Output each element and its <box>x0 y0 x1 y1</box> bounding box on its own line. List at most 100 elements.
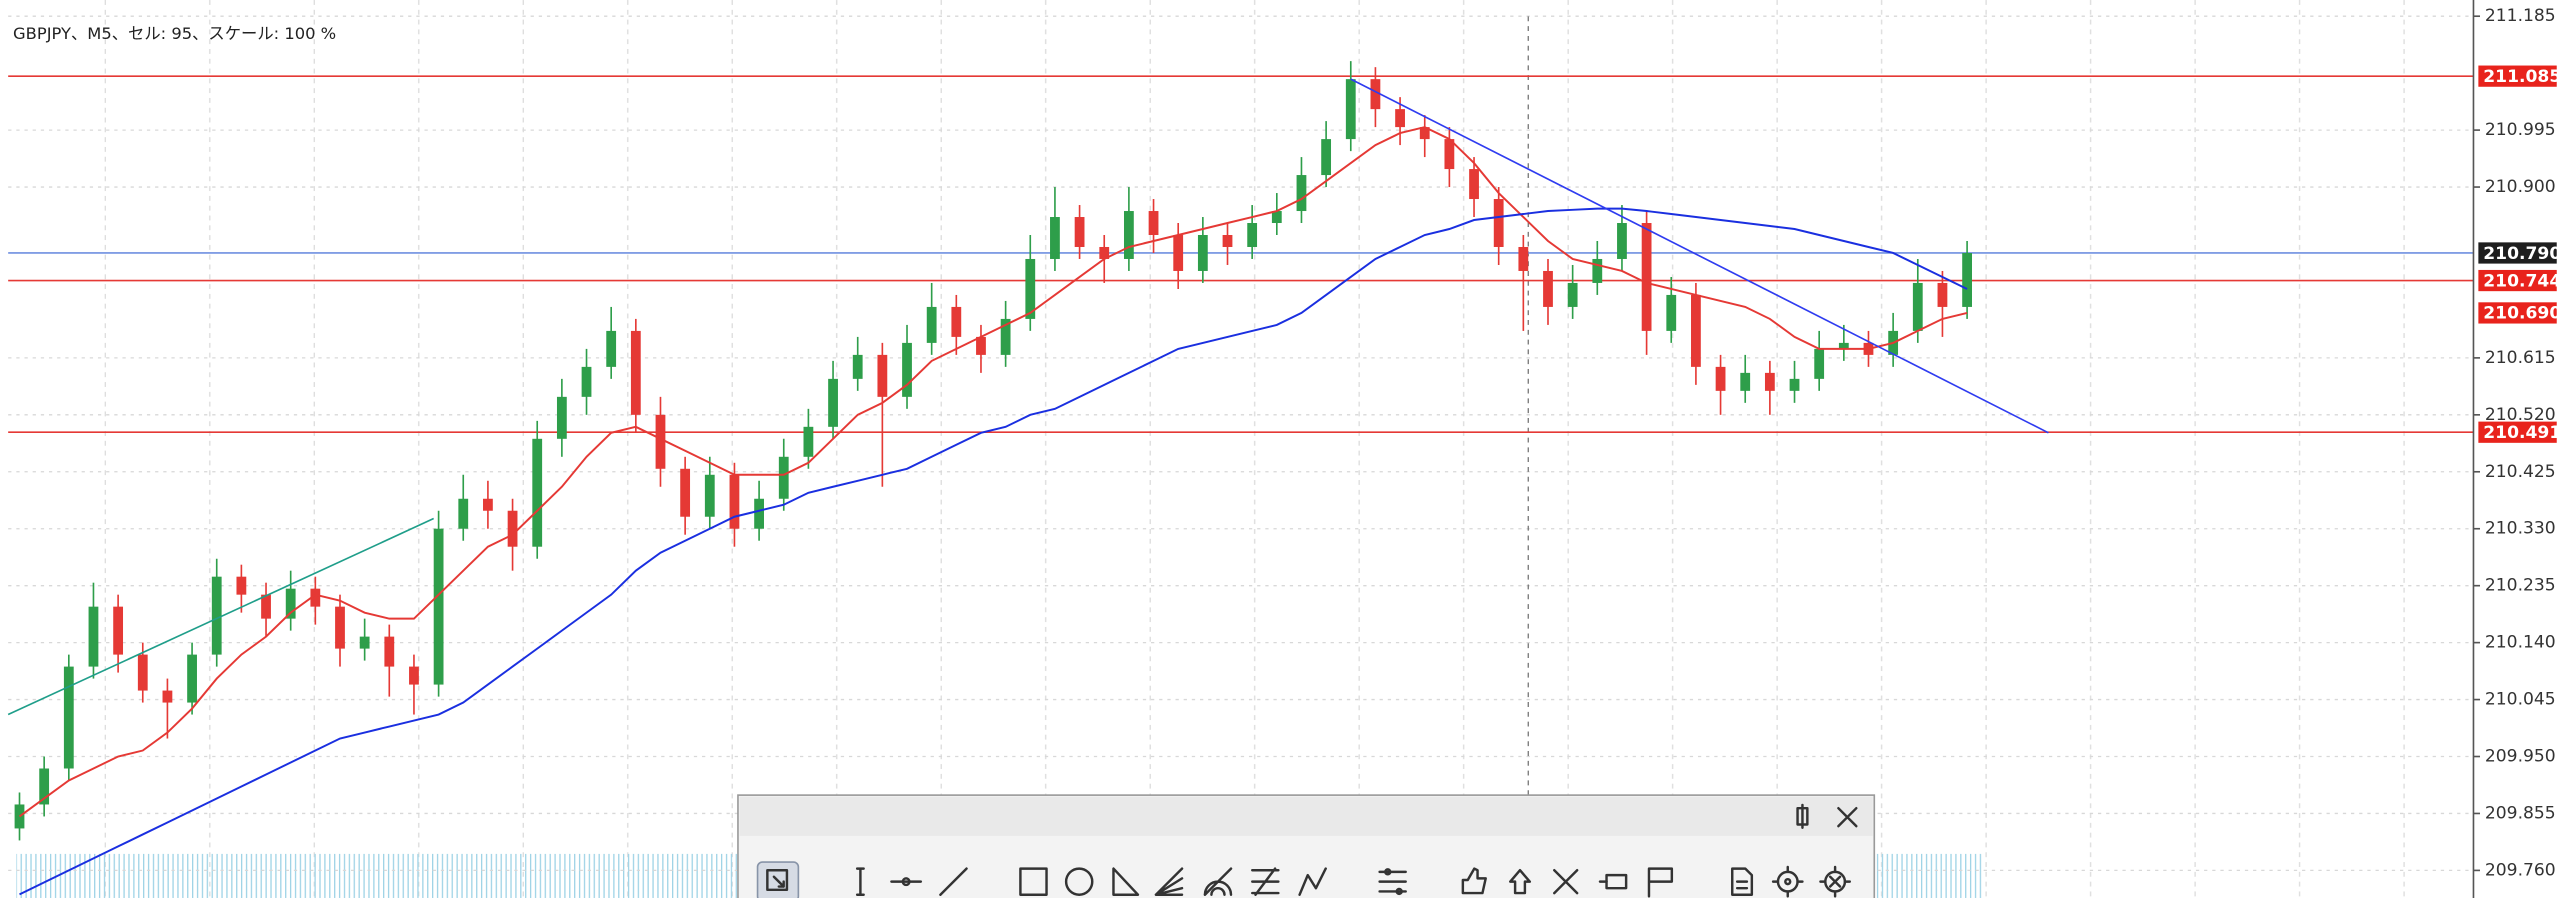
price-label-box <box>2478 242 2557 264</box>
candle-body <box>236 576 247 595</box>
tool-wave[interactable] <box>1298 867 1327 896</box>
price-label-box <box>2478 65 2557 87</box>
y-tick-label: 210.330 <box>2485 519 2556 539</box>
candle-body <box>1764 372 1775 391</box>
candle-body <box>1247 223 1258 247</box>
tool-horizontal-line[interactable] <box>890 877 923 887</box>
y-tick-label: 210.140 <box>2485 633 2556 653</box>
price-label: 210.744 <box>2483 271 2560 291</box>
tool-flag[interactable] <box>1647 867 1674 898</box>
tool-settings[interactable] <box>1378 868 1407 896</box>
tool-fan[interactable] <box>1154 867 1184 896</box>
y-tick-label: 210.235 <box>2485 576 2556 596</box>
candle-body <box>1197 235 1208 271</box>
y-tick-label: 209.950 <box>2485 747 2556 767</box>
candle-body <box>704 474 715 517</box>
candle-body <box>1518 246 1529 271</box>
candle-body <box>1370 79 1381 110</box>
candle-body <box>1740 372 1751 391</box>
candle-body <box>1123 211 1134 259</box>
tool-triangle[interactable] <box>1112 867 1140 896</box>
candle-body <box>630 330 641 415</box>
candle-body <box>433 528 444 685</box>
candle-body <box>162 690 173 703</box>
candle-body <box>1543 270 1553 307</box>
candle-body <box>285 588 296 619</box>
tool-target[interactable] <box>1771 865 1804 898</box>
price-label: 210.491 <box>2483 423 2560 443</box>
y-tick-label: 209.760 <box>2485 860 2556 880</box>
candle-body <box>1912 282 1923 331</box>
price-label: 211.085 <box>2483 67 2560 87</box>
y-tick-label: 210.995 <box>2485 120 2556 140</box>
tool-fibonacci[interactable] <box>1251 867 1280 896</box>
vertical-grid <box>8 0 2474 898</box>
candle-body <box>655 414 666 469</box>
candle-body <box>88 606 99 667</box>
candle-body <box>384 636 395 667</box>
candle-body <box>729 474 740 529</box>
chart-header: GBPJPY、M5、セル: 95、スケール: 100 % <box>13 24 336 43</box>
candle-body <box>335 606 345 649</box>
candle-body <box>1814 348 1825 379</box>
tool-thumb[interactable] <box>1461 867 1487 895</box>
price-label-box <box>2478 269 2557 292</box>
candle-body <box>1715 366 1726 391</box>
candle-body <box>1271 211 1282 224</box>
trend-line <box>7 517 435 716</box>
candle-body <box>532 438 543 547</box>
candle-body <box>1025 258 1036 319</box>
toolbar-pin[interactable] <box>1796 803 1809 829</box>
candle-body <box>310 588 321 607</box>
tool-rectangle[interactable] <box>1019 867 1048 896</box>
tool-arrow-up[interactable] <box>1508 869 1532 895</box>
candle-body <box>1962 252 1972 307</box>
tool-arc[interactable] <box>1203 867 1233 896</box>
candle-body <box>1617 223 1627 259</box>
candle-body <box>1789 378 1800 391</box>
moving-average <box>19 207 1968 896</box>
candle-body <box>1345 79 1356 140</box>
y-tick-label: 210.900 <box>2485 177 2556 197</box>
candle-body <box>581 366 592 397</box>
tool-vertical-line[interactable] <box>855 867 865 896</box>
candle-body <box>1691 294 1701 367</box>
candle-body <box>261 594 271 619</box>
candle-body <box>1148 211 1159 236</box>
y-tick-label: 210.045 <box>2485 690 2556 710</box>
candle-body <box>137 654 148 691</box>
candle-body <box>1395 109 1405 128</box>
candle-body <box>877 354 888 397</box>
candle-body <box>828 378 838 427</box>
tool-cursor[interactable] <box>766 869 789 892</box>
candle-body <box>1567 282 1578 307</box>
tool-cross[interactable] <box>1553 869 1579 895</box>
toolbar-close[interactable] <box>1837 806 1858 828</box>
candle-body <box>902 342 912 397</box>
candle-body <box>1050 217 1060 259</box>
candle-body <box>852 354 863 379</box>
y-tick-label: 210.425 <box>2485 462 2556 482</box>
tool-document[interactable] <box>1731 867 1754 896</box>
tool-ellipse[interactable] <box>1064 867 1094 896</box>
y-tick-label: 210.520 <box>2485 405 2556 425</box>
price-label-box <box>2478 302 2557 324</box>
trend-line <box>1350 78 2049 434</box>
candle-body <box>976 336 986 355</box>
tool-trend-line[interactable] <box>939 867 968 896</box>
y-tick-label: 210.615 <box>2485 348 2556 368</box>
y-tick-label: 211.185 <box>2485 6 2556 26</box>
candle-body <box>409 666 419 685</box>
candle-body <box>1173 235 1184 271</box>
tool-target-remove[interactable] <box>1819 865 1852 898</box>
candle-body <box>14 804 25 829</box>
candle-body <box>926 306 937 343</box>
candle-body <box>1838 342 1849 349</box>
candle-body <box>1222 235 1233 247</box>
tool-label[interactable] <box>1598 873 1628 890</box>
candle-body <box>359 636 370 649</box>
moving-average <box>18 126 1968 818</box>
candle-body <box>483 498 493 511</box>
drawing-toolbar <box>737 794 1876 898</box>
candle-body <box>1666 294 1677 331</box>
